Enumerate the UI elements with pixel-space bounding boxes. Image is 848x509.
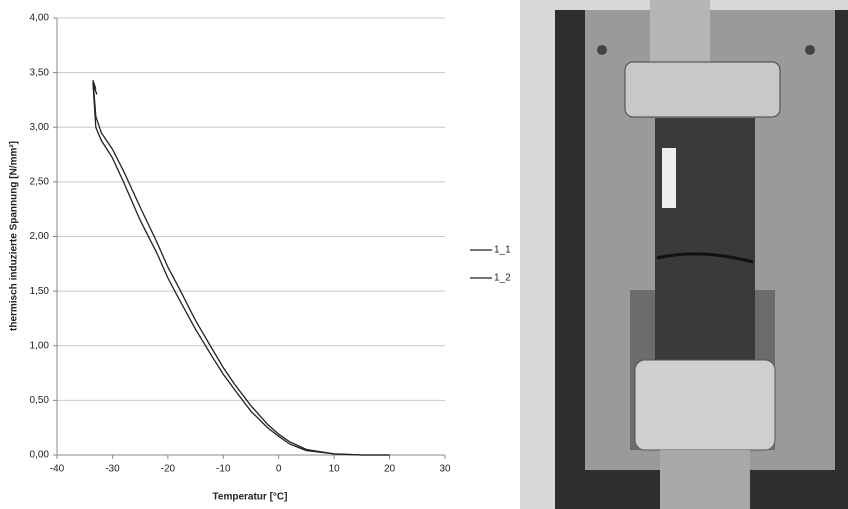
specimen-label: [662, 148, 676, 208]
y-tick-label: 0,50: [30, 395, 50, 406]
y-tick-label: 3,00: [30, 122, 50, 133]
x-tick-label: 20: [384, 464, 396, 475]
upper-clamp: [624, 61, 781, 118]
x-tick-label: -20: [161, 464, 176, 475]
y-tick-label: 2,00: [30, 231, 50, 242]
x-axis-title: Temperatur [°C]: [213, 492, 288, 503]
x-tick-label: -30: [105, 464, 120, 475]
series-line: [92, 80, 390, 456]
y-tick-label: 1,00: [30, 340, 50, 351]
y-tick-label: 2,50: [30, 177, 50, 188]
x-tick-label: 0: [276, 464, 282, 475]
y-tick-label: 4,00: [30, 13, 50, 24]
y-tick-label: 0,00: [30, 450, 50, 461]
x-tick-label: 30: [439, 464, 451, 475]
series-line: [92, 83, 390, 456]
legend-label: 1_1: [494, 245, 511, 256]
y-tick-label: 1,50: [30, 286, 50, 297]
screw: [597, 45, 607, 55]
x-tick-label: -10: [216, 464, 231, 475]
photo: [520, 0, 848, 509]
lower-clamp: [634, 359, 776, 451]
legend-label: 1_2: [494, 273, 511, 284]
screw: [805, 45, 815, 55]
upper-rod: [650, 0, 710, 70]
crack: [656, 252, 754, 264]
x-tick-label: -40: [50, 464, 65, 475]
x-tick-label: 10: [329, 464, 341, 475]
lower-rod: [660, 450, 750, 509]
y-axis-title: thermisch induzierte Spannung [N/mm²]: [9, 141, 20, 331]
y-tick-label: 3,50: [30, 67, 50, 78]
